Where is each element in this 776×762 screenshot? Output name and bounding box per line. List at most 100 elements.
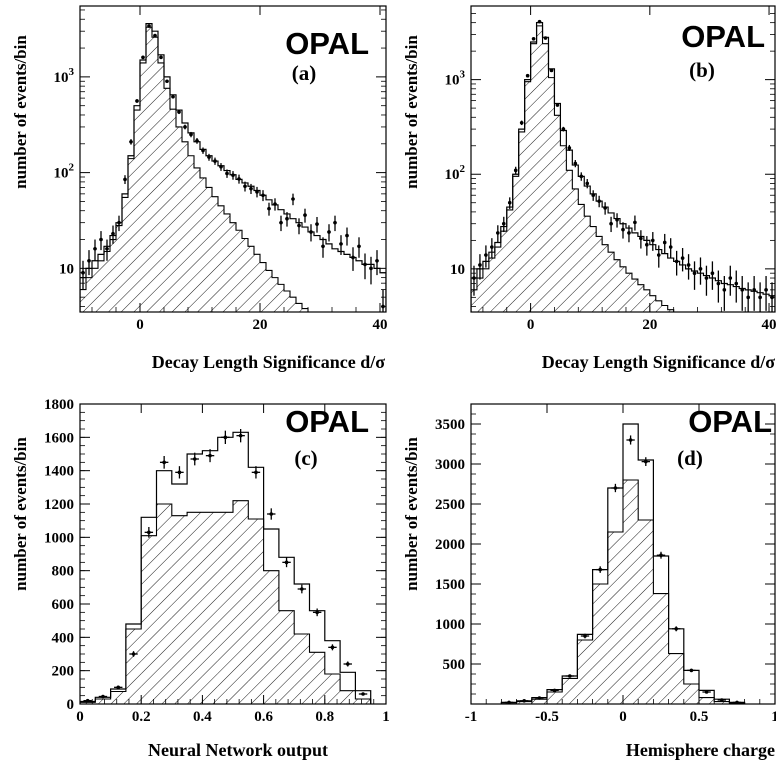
panel-d-hatched-bin [547,692,563,704]
data-marker [315,610,319,615]
panel-a-data-point [231,171,235,180]
data-marker [300,587,304,591]
data-marker [662,240,667,245]
panel-d-hatched-bin [607,532,623,704]
data-marker [249,186,253,191]
panel-b-data-point [567,144,572,152]
panel-d-hatched-bin [638,520,654,704]
data-marker [674,259,679,264]
panel-a-hatched-bin [128,158,134,312]
panel-a-data-point [87,250,91,276]
panel-a-hatched-bin [224,213,230,312]
panel-d-y-tick-label: 2000 [435,537,465,553]
panel-a-hatched-bin [188,155,194,312]
panel-b-data-point [585,179,590,189]
panel-d-hatched-bin [683,684,699,704]
panel-b-hatched-bin [566,170,573,312]
data-marker [645,242,649,247]
panel-c-letter: (c) [294,446,317,470]
panel-a-plot: 0 20 40 10 102 103 [54,5,388,333]
data-marker [303,213,307,217]
panel-a-hatched-bin [296,303,302,312]
data-marker [583,634,587,638]
panel-c-hatched-bin [324,674,341,704]
data-marker [279,220,283,225]
panel-d-y-tick-label: 3000 [435,457,465,473]
panel-c-hatched-bin [202,512,218,704]
panel-c-x-tick-label: 0 [76,709,84,725]
panel-b: 0 20 40 10 102 103 OPAL (b) number of events/… [402,5,776,372]
panel-c-y-tick-label: 400 [52,630,75,646]
panel-c-data-point [297,584,307,594]
panel-a-data-point [291,193,295,206]
panel-a-data-point [141,55,145,60]
data-marker [598,567,602,572]
panel-b-data-point [597,195,601,208]
panel-c-plot-area [80,429,372,704]
panel-c-hatched-bin [355,699,371,704]
data-marker [131,652,136,656]
panel-a-hatched-bin [92,268,98,312]
panel-a-data-point [339,235,343,255]
panel-d-data-point [641,457,650,466]
panel-a-data-point [195,137,199,144]
panel-d-data-point [520,699,529,703]
panel-d-plot-area [500,423,746,704]
panel-a-data-point [117,215,121,232]
panel-c-data-point [358,692,368,696]
panel-a-hatched-bin [98,260,104,312]
data-marker [644,459,648,464]
data-marker [728,276,733,280]
panel-a-hatched-bin [140,62,146,312]
panel-b-data-point [710,261,715,290]
panel-c-data-point [312,608,322,617]
panel-a-hatched-bin [158,62,164,312]
panel-a-hatched-bin [302,308,308,312]
panel-c-hatched-bin [309,652,325,704]
panel-b-data-point [537,19,542,24]
panel-b-letter: (b) [689,58,715,82]
panel-b-data-point [645,236,649,256]
panel-a-opal-label: OPAL [285,26,369,61]
panel-c-hatched-bin [263,570,279,704]
panel-d-y-tick-label: 500 [443,657,466,673]
panel-a-hatched-bin [266,270,272,312]
panel-c-data-point [159,456,169,469]
panel-d-data-point [535,696,544,700]
data-marker [764,288,768,292]
panel-b-hatched-bin [590,226,597,312]
panel-c-y-tick-label: 1200 [44,497,74,513]
panel-d-x-tick-label: 0.5 [690,709,709,725]
data-marker [117,220,121,225]
panel-a-hatched-bin [176,126,182,312]
data-marker [552,688,557,693]
panel-c-hatched-bin [80,702,96,704]
panel-c-data-point [251,466,261,479]
panel-b-y-tick-label: 103 [445,69,466,89]
data-marker [147,530,151,535]
panel-b-hatched-bin [471,289,477,312]
panel-a-data-point [327,224,331,242]
panel-c-x-tick-label: 1 [382,709,390,725]
data-marker [734,281,739,286]
panel-a-letter: (a) [292,61,317,85]
panel-b-data-point [555,103,560,107]
data-marker [555,103,560,107]
panel-b-data-point [496,225,500,243]
panel-d-hatched-bin [699,697,715,704]
panel-b-data-point [651,232,655,251]
panel-b-y-tick-label: 102 [445,163,466,183]
panel-b-y-axis-title: number of events/bin [402,35,421,189]
data-marker [716,281,721,286]
data-marker [213,159,217,163]
panel-a-data-point [147,24,151,28]
data-marker [651,238,655,243]
data-marker [284,560,289,565]
panel-b-data-point [543,36,548,40]
panel-a-data-point [93,239,97,261]
panel-b-x-axis-title: Decay Length Significance d/σ [542,352,775,372]
panel-a-hatched-bin [236,230,242,312]
data-marker [85,698,90,703]
